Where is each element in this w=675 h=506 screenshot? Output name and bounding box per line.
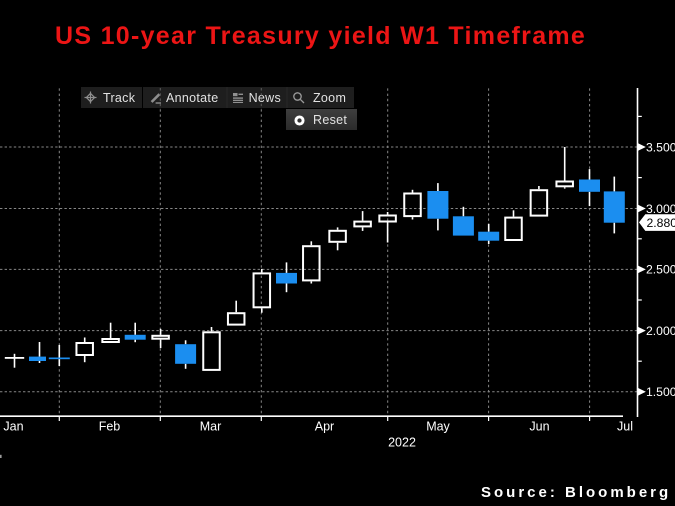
svg-text:3.500: 3.500 <box>646 140 675 154</box>
svg-text:Apr: Apr <box>315 420 334 434</box>
svg-text:1.500: 1.500 <box>646 385 675 399</box>
svg-text:Mar: Mar <box>200 420 222 434</box>
svg-text:Jun: Jun <box>529 420 549 434</box>
svg-text:2.500: 2.500 <box>646 263 675 277</box>
svg-text:3.000: 3.000 <box>646 202 675 216</box>
svg-text:Jul: Jul <box>617 420 633 434</box>
svg-text:2.880: 2.880 <box>647 216 675 230</box>
svg-text:May: May <box>426 420 450 434</box>
svg-text:2.000: 2.000 <box>646 324 675 338</box>
svg-text:Feb: Feb <box>99 420 121 434</box>
svg-text:Jan: Jan <box>3 420 23 434</box>
svg-text:2022: 2022 <box>388 436 416 450</box>
